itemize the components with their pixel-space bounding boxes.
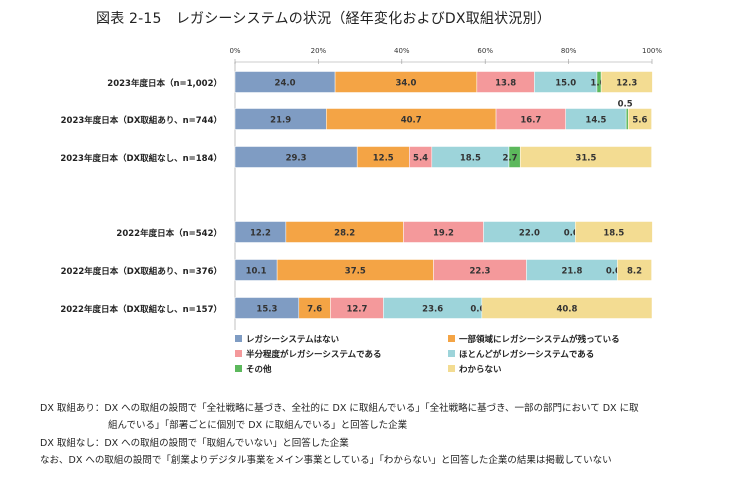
data-label: 2.7 (502, 154, 517, 164)
note-excluded: なお、DX への取組の設問で「創業よりデジタル事業をメイン事業としている」「わか… (40, 455, 612, 466)
x-tick-label: 40% (394, 47, 410, 55)
bar-segment (617, 259, 652, 281)
stacked-bar-chart: 0% 20% 40% 60% 80% 100% 2023年度日本（n=1,002） 2023年… (60, 47, 662, 375)
category-label: 2023年度日本（DX取組なし、n=184） (60, 153, 222, 164)
bar-segment (600, 71, 653, 93)
data-label: 40.8 (556, 305, 577, 315)
category-label: 2023年度日本（DX取組あり、n=744） (61, 115, 222, 126)
data-label: 40.7 (401, 116, 422, 126)
note-dx-yes-2: 組んでいる」「部署ごとに個別で DX に取組んでいる」と回答した企業 (108, 420, 408, 431)
data-label: 23.6 (422, 305, 443, 315)
data-label: 34.0 (395, 79, 416, 89)
data-label: 0.0 (470, 305, 485, 315)
legend-label: わからない (459, 365, 502, 375)
data-label: 10.1 (246, 267, 267, 277)
legend-swatch (448, 335, 455, 342)
legend-swatch (448, 350, 455, 357)
category-label: 2023年度日本（n=1,002） (107, 78, 222, 89)
data-label: 24.0 (275, 79, 296, 89)
x-tick-label: 80% (561, 47, 577, 55)
data-label: 21.9 (270, 116, 291, 126)
x-tick-label: 0% (229, 47, 240, 55)
data-label: 0.0 (606, 267, 621, 277)
data-label: 12.3 (616, 79, 637, 89)
data-label: 18.5 (603, 229, 624, 239)
data-label: 37.5 (345, 267, 366, 277)
bar-segment (519, 146, 652, 168)
category-label: 2022年度日本（n=542） (116, 228, 222, 239)
data-label: 8.2 (627, 267, 642, 277)
bar-segment (627, 108, 652, 130)
legend-swatch (235, 350, 242, 357)
data-label: 14.5 (585, 116, 606, 126)
legend-label: 半分程度がレガシーシステムである (246, 349, 382, 360)
data-label: 1.0 (590, 79, 605, 89)
legend-swatch (448, 365, 455, 372)
bar-segment (575, 221, 653, 243)
data-label: 16.7 (520, 116, 541, 126)
data-label: 12.7 (346, 305, 367, 315)
data-label: 22.3 (469, 267, 490, 277)
data-label: 7.6 (307, 305, 322, 315)
data-label: 0.0 (564, 229, 579, 239)
data-label: 0.5 (618, 100, 633, 110)
data-label: 15.0 (555, 79, 576, 89)
data-label: 28.2 (334, 229, 355, 239)
note-dx-no: DX 取組なし：DX への取組の設問で「取組んでいない」と回答した企業 (40, 438, 349, 449)
legend-label: 一部領域にレガシーシステムが残っている (459, 334, 620, 345)
data-label: 5.6 (632, 116, 647, 126)
data-label: 12.5 (373, 154, 394, 164)
category-label: 2022年度日本（DX取組あり、n=376） (61, 266, 222, 277)
data-label: 13.8 (495, 79, 516, 89)
data-label: 5.4 (413, 154, 428, 164)
data-label: 15.3 (256, 305, 277, 315)
legend-swatch (235, 365, 242, 372)
data-label: 29.3 (286, 154, 307, 164)
bar-segment (625, 108, 629, 130)
legend-label: レガシーシステムはない (246, 334, 339, 345)
data-label: 22.0 (519, 229, 540, 239)
chart-title: 図表 2-15 レガシーシステムの状況（経年変化およびDX取組状況別） (96, 11, 551, 27)
data-label: 21.8 (561, 267, 582, 277)
legend-label: その他 (246, 364, 272, 375)
legend-label: ほとんどがレガシーシステムである (459, 349, 594, 360)
legend-swatch (235, 335, 242, 342)
data-label: 31.5 (575, 154, 596, 164)
note-dx-yes-1: DX 取組あり：DX への取組の設問で「全社戦略に基づき、全社的に DX に取組… (40, 403, 639, 414)
category-label: 2022年度日本（DX取組なし、n=157） (60, 304, 222, 315)
data-label: 19.2 (433, 229, 454, 239)
x-tick-label: 60% (477, 47, 493, 55)
x-tick-label: 100% (642, 47, 662, 55)
bar-segment (481, 297, 653, 319)
x-tick-label: 20% (311, 47, 327, 55)
data-label: 18.5 (460, 154, 481, 164)
data-label: 12.2 (250, 229, 271, 239)
